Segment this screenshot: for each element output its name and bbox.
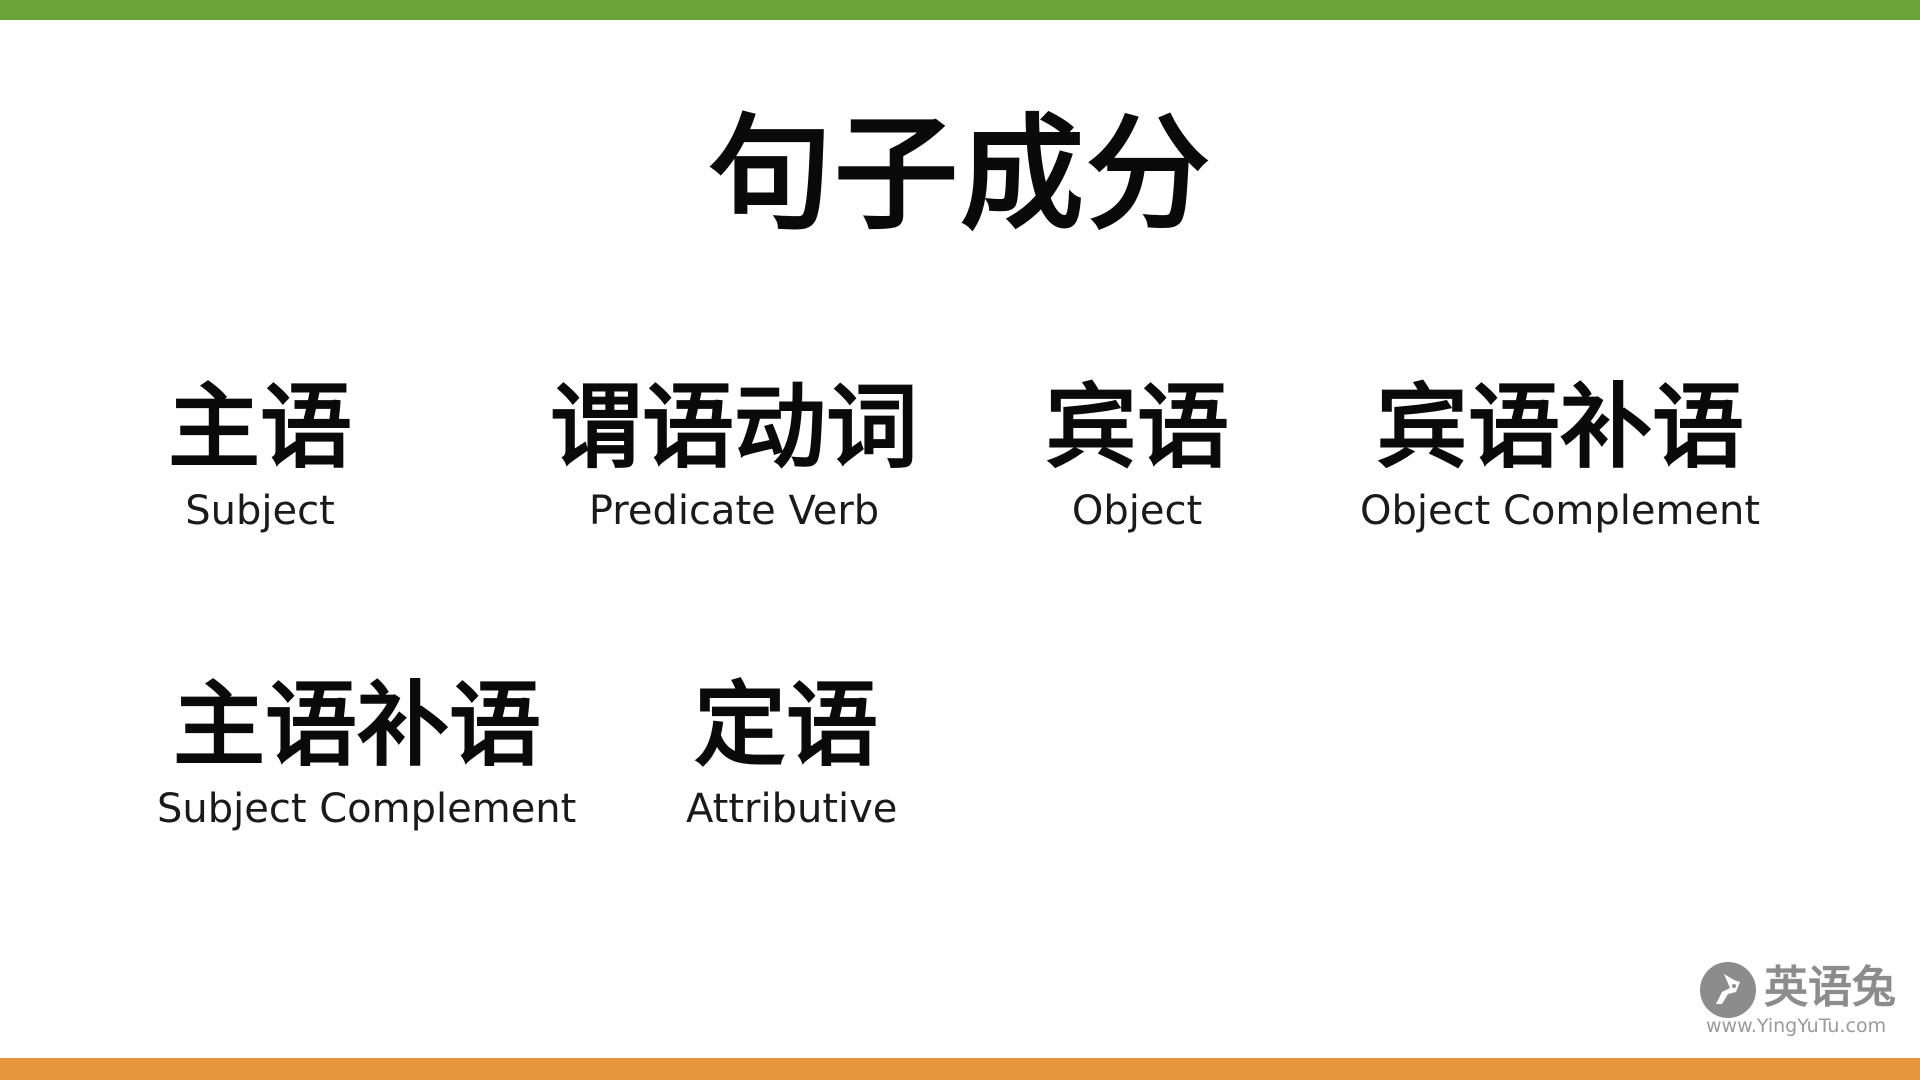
- top-accent-bar: [0, 0, 1920, 20]
- term-subject-complement: 主语补语 Subject Complement: [157, 670, 577, 833]
- term-chinese: 宾语: [1044, 373, 1229, 481]
- rabbit-icon: [1700, 962, 1756, 1018]
- term-attributive: 定语 Attributive: [686, 670, 898, 833]
- term-english: Subject: [185, 488, 335, 534]
- brand-logo: 英语兔 www.YingYuTu.com: [1700, 960, 1900, 1040]
- term-chinese: 谓语动词: [549, 373, 918, 481]
- term-chinese: 定语: [693, 671, 878, 779]
- slide-title: 句子成分: [707, 102, 1212, 247]
- term-object-complement: 宾语补语 Object Complement: [1360, 372, 1760, 535]
- logo-text: 英语兔: [1764, 962, 1896, 1013]
- term-english: Attributive: [686, 786, 898, 832]
- bottom-accent-bar: [0, 1058, 1920, 1080]
- term-english: Subject Complement: [157, 786, 577, 832]
- term-subject: 主语 Subject: [160, 372, 360, 535]
- term-object: 宾语 Object: [1037, 372, 1237, 535]
- term-chinese: 主语补语: [172, 671, 541, 779]
- term-chinese: 主语: [167, 373, 352, 481]
- term-english: Object Complement: [1360, 488, 1761, 534]
- term-predicate-verb: 谓语动词 Predicate Verb: [534, 372, 934, 535]
- term-english: Object: [1071, 488, 1203, 534]
- term-chinese: 宾语补语: [1375, 373, 1744, 481]
- term-english: Predicate Verb: [588, 488, 880, 534]
- logo-url: www.YingYuTu.com: [1706, 1015, 1887, 1037]
